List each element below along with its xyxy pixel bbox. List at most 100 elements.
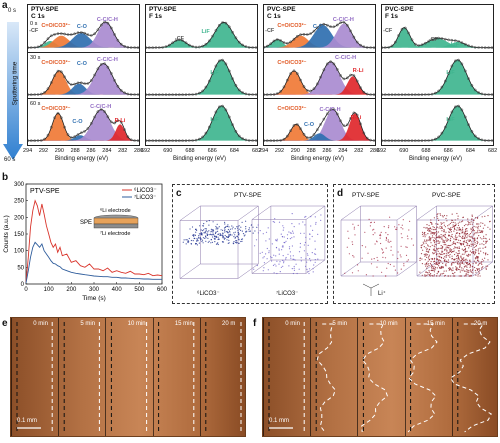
- ion-point: [449, 267, 451, 269]
- xps-data-point: [237, 135, 241, 138]
- ion-point: [236, 235, 238, 237]
- xps-peak-label: -CF: [265, 27, 275, 34]
- ion-point: [275, 255, 277, 257]
- ion-point: [370, 221, 372, 223]
- ion-point: [445, 244, 447, 246]
- ion-point: [473, 251, 475, 253]
- ion-point: [235, 240, 237, 242]
- ion-point: [483, 244, 485, 246]
- xps-data-point: [393, 93, 397, 96]
- ion-point: [426, 249, 428, 251]
- xps-data-point: [204, 42, 208, 46]
- ion-point: [458, 252, 461, 254]
- ion-point: [450, 250, 452, 252]
- ion-point: [464, 261, 466, 263]
- ion-point: [436, 263, 438, 265]
- cube-edge: [237, 263, 259, 279]
- ion-point: [472, 268, 474, 270]
- xps-data-point: [387, 93, 390, 96]
- ion-point: [438, 235, 440, 237]
- ion-point: [293, 265, 295, 268]
- ion-point: [442, 245, 444, 248]
- ion-point: [206, 234, 209, 236]
- xps-fitted-peak: [382, 42, 493, 48]
- ion-point: [463, 257, 465, 259]
- ion-point: [454, 275, 456, 277]
- xps-peak-label: R-Li: [114, 117, 126, 124]
- ion-point: [461, 267, 463, 269]
- dendrite-interface: [407, 323, 438, 433]
- ion-point: [279, 261, 281, 263]
- xps-data-point: [208, 39, 211, 43]
- xps-data-point: [214, 64, 218, 67]
- ion-point: [468, 247, 470, 249]
- ion-point: [430, 269, 432, 272]
- ion-point: [443, 244, 445, 246]
- ion-point: [481, 260, 483, 263]
- ion-point: [421, 231, 424, 233]
- panel-label-b: b: [2, 172, 9, 183]
- xps-data-point: [332, 108, 336, 112]
- ion-point: [446, 220, 448, 222]
- xps-data-point: [103, 20, 106, 24]
- xps-data-point: [151, 139, 154, 143]
- xps-data-point: [279, 89, 282, 93]
- xps-data-point: [359, 122, 362, 126]
- ion-point: [215, 225, 217, 228]
- ion-point: [388, 241, 390, 243]
- ion-point: [435, 244, 437, 246]
- ion-point: [430, 258, 432, 260]
- ion-point: [208, 224, 210, 226]
- xps-data-point: [400, 139, 404, 143]
- xps-data-point: [49, 80, 53, 84]
- ion-point: [220, 234, 222, 236]
- xps-data-point: [312, 87, 316, 90]
- ion-point: [446, 254, 448, 256]
- ion-point: [471, 269, 473, 271]
- ion-point: [435, 235, 437, 237]
- cube-label-7li: ⁷LiCO3⁻: [276, 291, 299, 297]
- ion-point: [458, 275, 460, 277]
- ion-point: [439, 274, 441, 276]
- ion-point: [450, 244, 452, 247]
- ion-point: [441, 236, 443, 238]
- ion-point: [453, 248, 455, 250]
- ion-point: [457, 268, 459, 270]
- xps-data-point: [342, 20, 346, 24]
- dendrite-interface: [316, 323, 336, 433]
- ion-point: [451, 221, 453, 223]
- ion-point: [447, 246, 449, 248]
- xps-data-point: [490, 139, 493, 143]
- xps-data-point: [116, 39, 120, 42]
- ion-point: [453, 227, 456, 229]
- ion-point: [435, 241, 437, 243]
- ion-point: [274, 218, 276, 220]
- panel-label-d: d: [337, 188, 344, 199]
- xps-data-point: [113, 78, 116, 82]
- xps-data-point: [407, 139, 410, 143]
- ion-point: [198, 235, 200, 237]
- ion-point: [242, 233, 245, 235]
- inset-bottom-electrode: [93, 223, 139, 229]
- ion-point: [466, 244, 468, 246]
- ion-point: [217, 233, 219, 235]
- xps-spectrum: [264, 20, 375, 49]
- xps-spectrum: [146, 105, 257, 143]
- ion-point: [443, 222, 445, 224]
- ion-point: [227, 236, 229, 239]
- xps-data-point: [434, 37, 437, 40]
- ion-point: [446, 240, 448, 242]
- ion-point: [456, 236, 458, 238]
- ion-point: [470, 227, 472, 229]
- xps-data-point: [444, 37, 447, 41]
- panel-d-title-ptv: PTV-SPE: [352, 192, 380, 199]
- xps-data-point: [397, 139, 400, 143]
- ion-point: [468, 270, 470, 272]
- xps-data-point: [234, 83, 238, 87]
- xps-data-point: [126, 45, 130, 49]
- ion-point: [224, 231, 226, 233]
- xps-data-point: [221, 105, 224, 108]
- ion-point: [428, 248, 430, 250]
- xps-data-point: [110, 71, 113, 75]
- scale-bar-label: 0.1 mm: [269, 418, 290, 424]
